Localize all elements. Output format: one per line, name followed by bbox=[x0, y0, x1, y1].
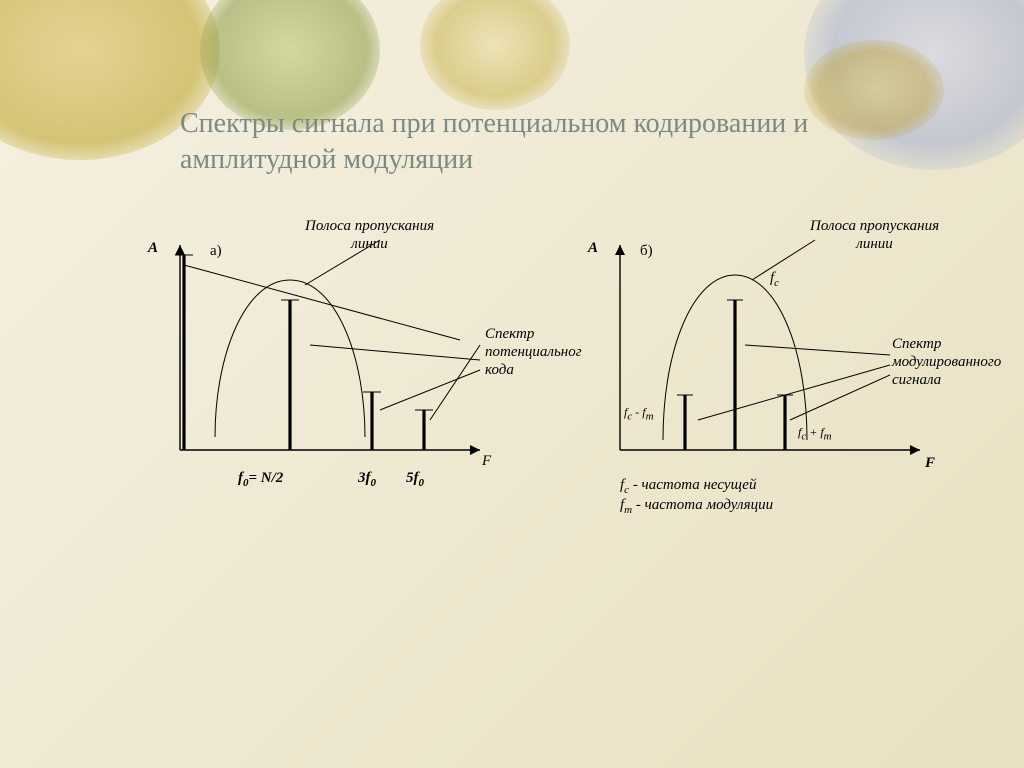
right-diagram: A F б) Полоса пропускания линии fc Спект… bbox=[580, 225, 980, 545]
y-axis-label: A bbox=[148, 240, 158, 257]
panel-label: б) bbox=[640, 243, 653, 260]
panel-label: а) bbox=[210, 243, 222, 260]
passband-label: Полоса пропускания линии bbox=[810, 217, 939, 253]
passband-label: Полоса пропускания линии bbox=[305, 217, 434, 253]
legend-fc: fc - частота несущей bbox=[620, 477, 756, 496]
fc-minus-label: fc - fm bbox=[624, 405, 654, 422]
5f0-label: 5f0 bbox=[406, 470, 424, 489]
f0-label: f0= N/2 bbox=[238, 470, 283, 489]
fc-plus-label: fc + fm bbox=[798, 425, 832, 442]
y-axis-label: A bbox=[588, 240, 598, 257]
fc-label: fc bbox=[770, 270, 779, 289]
spectrum-label: Спектр модулированного сигнала bbox=[892, 335, 1001, 389]
spectrum-label: Спектр потенциальног кода bbox=[485, 325, 582, 379]
right-svg bbox=[580, 225, 940, 485]
slide-title: Спектры сигнала при потенциальном кодиро… bbox=[180, 106, 840, 179]
x-axis-label: F bbox=[482, 453, 491, 470]
slide-content: Спектры сигнала при потенциальном кодиро… bbox=[0, 0, 1024, 768]
left-diagram: A F а) Полоса пропускания линии Спектр п… bbox=[140, 225, 510, 525]
x-axis-label: F bbox=[925, 455, 935, 472]
legend-fm: fm - частота модуляции bbox=[620, 497, 773, 516]
3f0-label: 3f0 bbox=[358, 470, 376, 489]
left-svg bbox=[140, 225, 510, 485]
